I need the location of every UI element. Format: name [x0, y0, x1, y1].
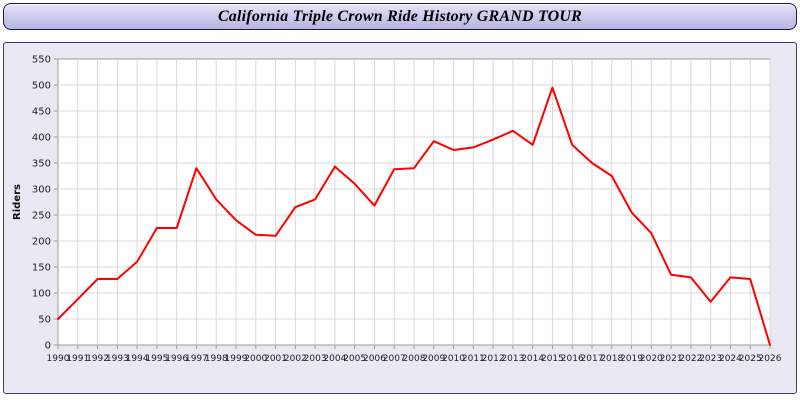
svg-text:1990: 1990 [47, 354, 70, 364]
svg-text:2017: 2017 [581, 354, 604, 364]
svg-text:450: 450 [32, 107, 51, 118]
svg-text:1999: 1999 [225, 354, 248, 364]
chart-panel: 0 50 100 150 200 250 300 350 400 450 500 550 1990 199… [3, 42, 797, 394]
svg-text:2025: 2025 [739, 354, 762, 364]
svg-text:2005: 2005 [343, 354, 366, 364]
svg-text:1996: 1996 [165, 354, 188, 364]
svg-text:550: 550 [32, 55, 51, 66]
svg-text:2000: 2000 [244, 354, 267, 364]
svg-text:500: 500 [32, 81, 51, 92]
svg-text:1998: 1998 [205, 354, 228, 364]
svg-text:100: 100 [32, 289, 51, 300]
svg-text:2024: 2024 [719, 354, 742, 364]
svg-text:2018: 2018 [600, 354, 623, 364]
svg-text:2021: 2021 [660, 354, 683, 364]
svg-text:1997: 1997 [185, 354, 208, 364]
y-axis-label: Riders [12, 184, 23, 220]
svg-text:2026: 2026 [759, 354, 782, 364]
svg-text:2006: 2006 [363, 354, 386, 364]
svg-text:200: 200 [32, 237, 51, 248]
svg-text:1992: 1992 [86, 354, 109, 364]
svg-text:2001: 2001 [264, 354, 287, 364]
svg-text:2010: 2010 [442, 354, 465, 364]
svg-text:2011: 2011 [462, 354, 485, 364]
svg-text:350: 350 [32, 159, 51, 170]
svg-text:2020: 2020 [640, 354, 663, 364]
svg-text:1991: 1991 [66, 354, 89, 364]
chart-title-bar: California Triple Crown Ride History GRA… [3, 3, 797, 30]
svg-text:250: 250 [32, 211, 51, 222]
svg-text:150: 150 [32, 263, 51, 274]
svg-text:2009: 2009 [422, 354, 445, 364]
svg-text:2013: 2013 [501, 354, 524, 364]
riders-line-chart: 0501001502002503003504004505005501990199… [12, 55, 782, 365]
svg-text:2012: 2012 [482, 354, 505, 364]
page-title: California Triple Crown Ride History GRA… [217, 7, 583, 25]
svg-text:2003: 2003 [304, 354, 327, 364]
svg-text:2023: 2023 [699, 354, 722, 364]
svg-text:2007: 2007 [383, 354, 406, 364]
series-line-riders [57, 86, 771, 346]
svg-text:2016: 2016 [561, 354, 584, 364]
svg-text:2015: 2015 [541, 354, 564, 364]
svg-text:2008: 2008 [403, 354, 426, 364]
svg-text:2004: 2004 [323, 354, 346, 364]
svg-text:0: 0 [45, 341, 51, 352]
svg-text:1994: 1994 [126, 354, 149, 364]
svg-text:2022: 2022 [679, 354, 702, 364]
svg-text:2014: 2014 [521, 354, 544, 364]
svg-text:1993: 1993 [106, 354, 129, 364]
svg-text:2002: 2002 [284, 354, 307, 364]
svg-text:50: 50 [38, 315, 51, 326]
svg-text:2019: 2019 [620, 354, 643, 364]
svg-text:1995: 1995 [145, 354, 168, 364]
svg-text:300: 300 [32, 185, 51, 196]
svg-text:400: 400 [32, 133, 51, 144]
